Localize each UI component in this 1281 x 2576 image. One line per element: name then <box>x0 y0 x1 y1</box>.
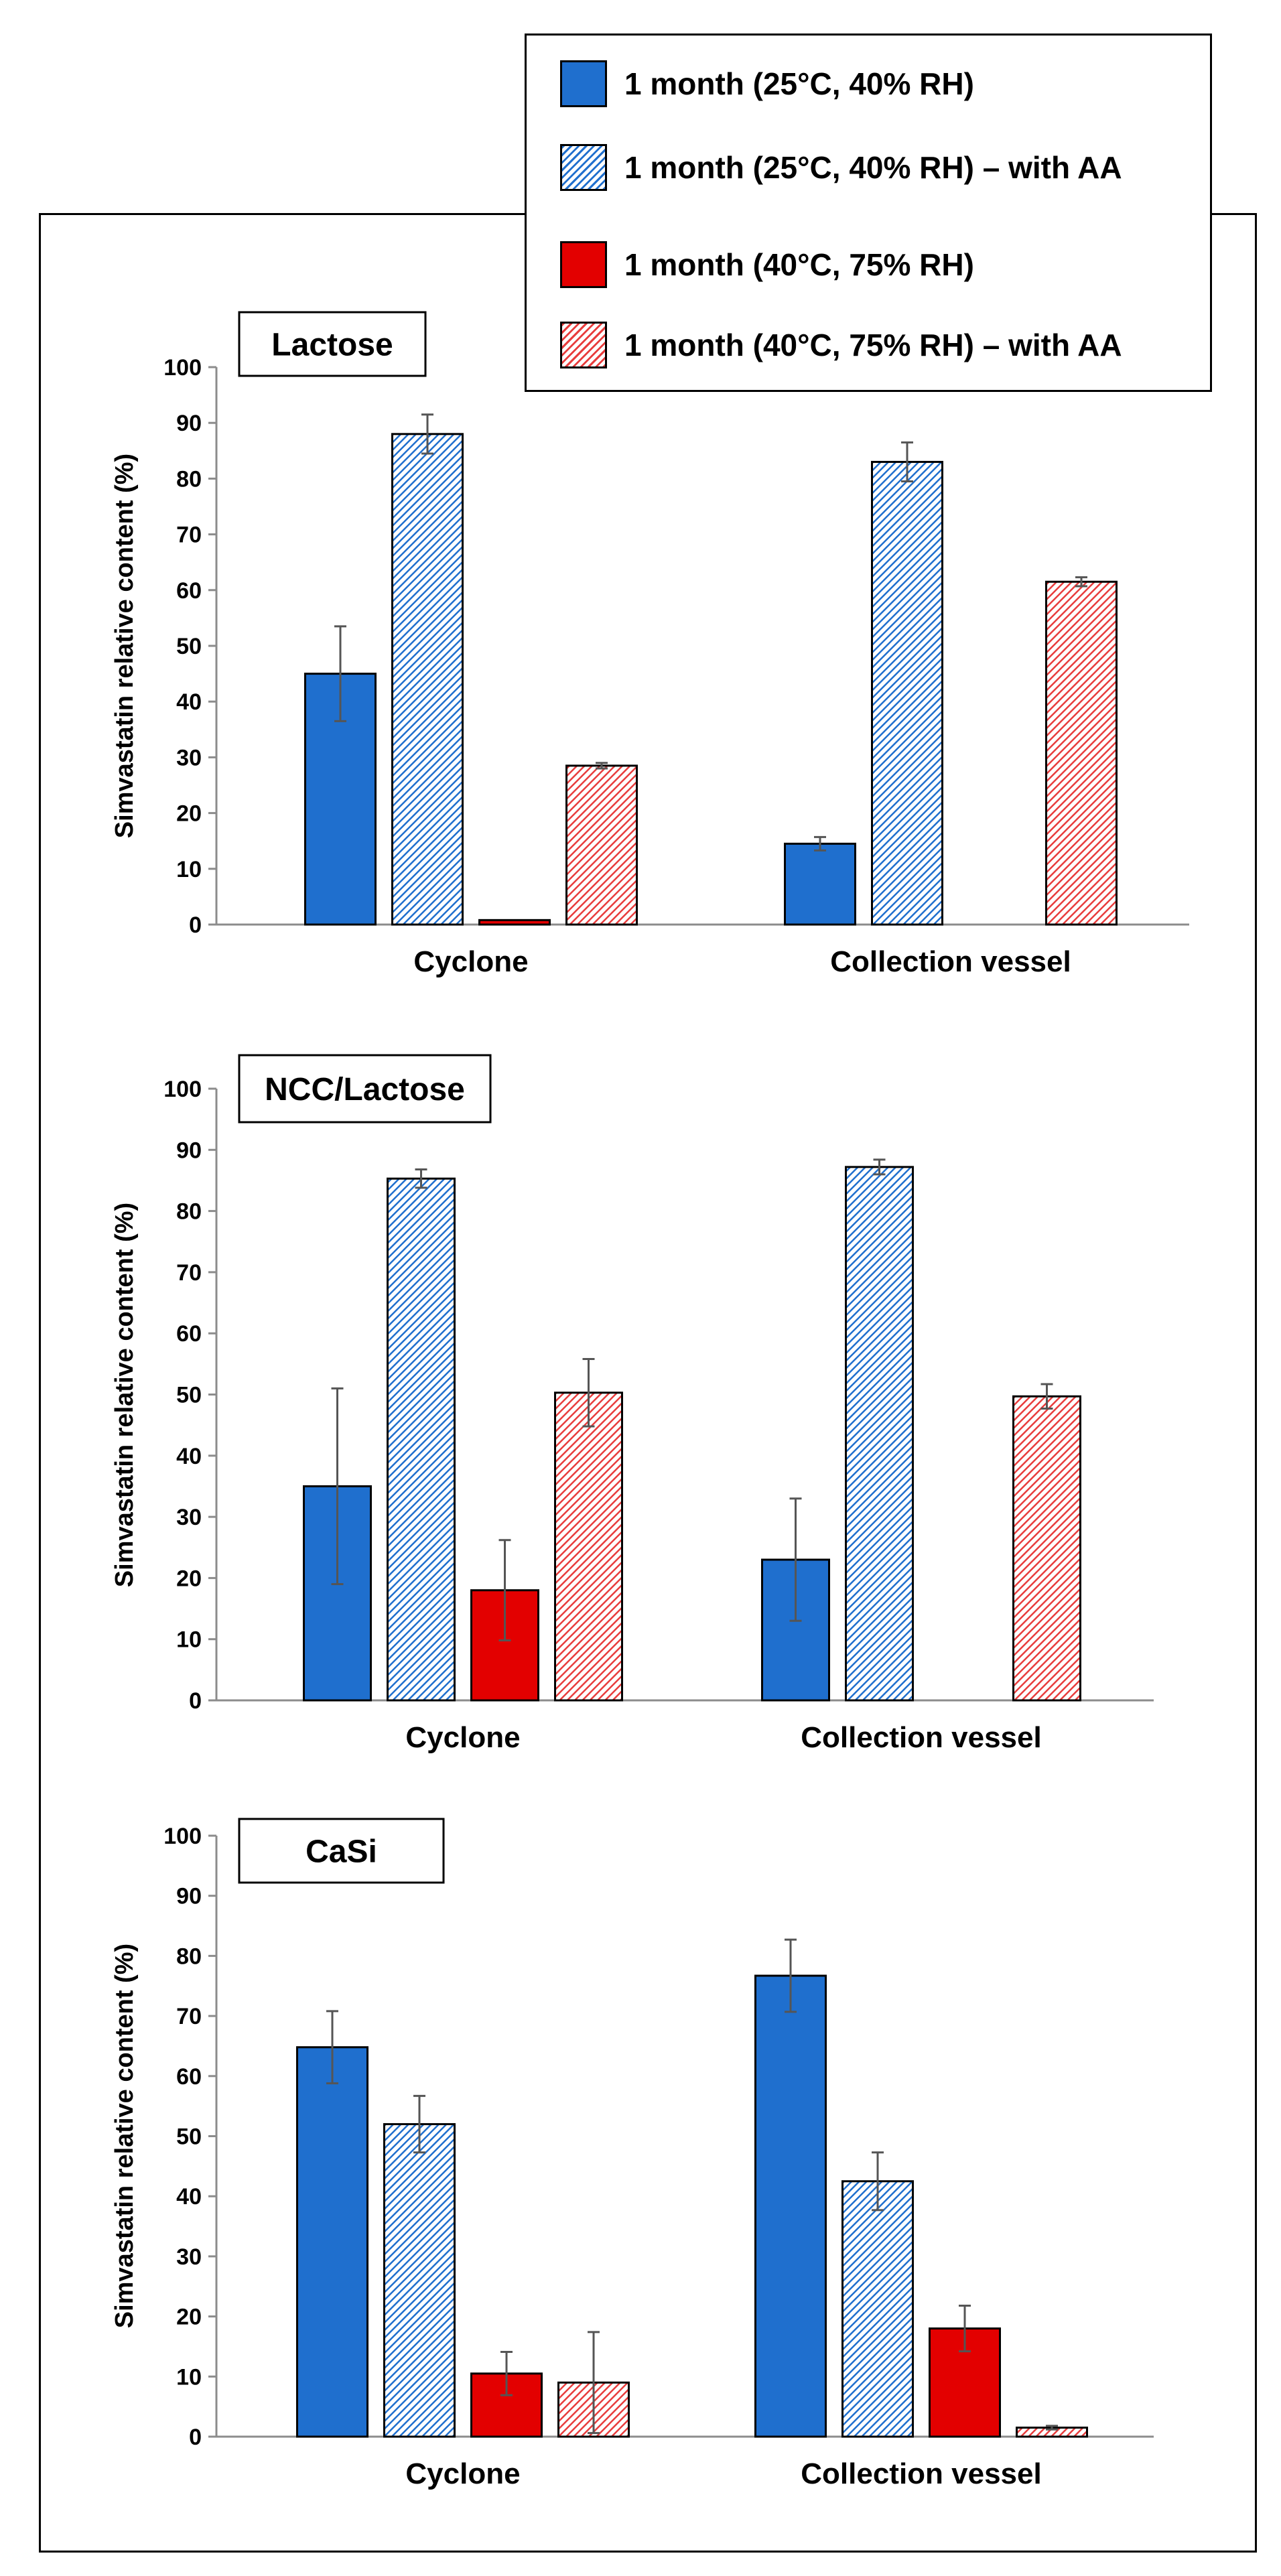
y-tick-label: 50 <box>176 2124 202 2150</box>
bar <box>554 1392 623 1702</box>
y-tick-label: 10 <box>176 2364 202 2390</box>
x-category-label: Collection vessel <box>801 2457 1041 2490</box>
y-tick-label: 20 <box>176 801 202 827</box>
x-category-label: Collection vessel <box>801 1721 1041 1754</box>
y-tick-label: 10 <box>176 1627 202 1653</box>
y-tick-label: 60 <box>176 578 202 604</box>
legend-item-25c-40rh-aa: 1 month (25°C, 40% RH) – with AA <box>560 143 1122 192</box>
bar <box>478 919 551 926</box>
legend-label: 1 month (25°C, 40% RH) <box>624 66 974 101</box>
y-tick-label: 70 <box>176 523 202 548</box>
panel-title: NCC/Lactose <box>265 1072 465 1107</box>
y-tick-label: 40 <box>176 689 202 715</box>
legend-swatch-blue-hatched <box>560 144 607 191</box>
y-tick-label: 10 <box>176 857 202 882</box>
y-tick-label: 30 <box>176 745 202 770</box>
bar <box>871 460 943 926</box>
x-category-label: Collection vessel <box>830 945 1071 978</box>
bar <box>841 2180 914 2438</box>
y-tick-label: 80 <box>176 466 202 492</box>
bar <box>391 433 464 926</box>
y-tick-label: 0 <box>189 912 202 938</box>
y-tick-label: 0 <box>189 2425 202 2450</box>
y-tick-label: 100 <box>163 1824 202 1849</box>
bar <box>754 1974 827 2438</box>
legend-item-40c-75rh: 1 month (40°C, 75% RH) <box>560 240 974 289</box>
y-tick-label: 90 <box>176 411 202 436</box>
y-tick-label: 90 <box>176 1884 202 1909</box>
legend-label: 1 month (25°C, 40% RH) – with AA <box>624 150 1122 185</box>
y-tick-label: 20 <box>176 1566 202 1591</box>
y-tick-label: 50 <box>176 1383 202 1408</box>
y-tick-label: 30 <box>176 1505 202 1530</box>
y-tick-label: 0 <box>189 1688 202 1714</box>
legend-item-25c-40rh: 1 month (25°C, 40% RH) <box>560 59 974 109</box>
panel-title-box <box>238 1054 492 1124</box>
y-tick-label: 100 <box>163 355 202 381</box>
x-category-label: Cyclone <box>405 1721 520 1754</box>
panel-title-box <box>238 1818 445 1884</box>
y-tick-label: 60 <box>176 1321 202 1347</box>
x-category-label: Cyclone <box>405 2457 520 2490</box>
y-tick-label: 70 <box>176 2004 202 2029</box>
legend-label: 1 month (40°C, 75% RH) – with AA <box>624 328 1122 362</box>
legend-label: 1 month (40°C, 75% RH) <box>624 247 974 282</box>
bar <box>296 2046 368 2438</box>
bar <box>383 2123 456 2438</box>
y-tick-label: 20 <box>176 2305 202 2330</box>
y-tick-label: 80 <box>176 1199 202 1225</box>
y-tick-label: 70 <box>176 1260 202 1286</box>
legend-swatch-red-solid <box>560 241 607 288</box>
chart-3: 0 10 20 30 40 50 60 70 80 90 100 Simvastatin relati… <box>111 1818 1154 2490</box>
y-tick-label: 30 <box>176 2244 202 2270</box>
panel-title-box <box>238 311 427 377</box>
y-tick-label: 90 <box>176 1138 202 1163</box>
y-tick-label: 60 <box>176 2064 202 2090</box>
y-tick-label: 50 <box>176 634 202 659</box>
y-axis-title: Simvastatin relative content (%) <box>111 454 139 838</box>
panel-title: Lactose <box>271 328 393 363</box>
legend-item-40c-75rh-aa: 1 month (40°C, 75% RH) – with AA <box>560 320 1122 370</box>
x-category-label: Cyclone <box>413 945 528 978</box>
bar <box>1012 1395 1081 1702</box>
bar <box>387 1177 456 1702</box>
y-tick-label: 80 <box>176 1944 202 1969</box>
legend-swatch-red-hatched <box>560 322 607 368</box>
y-tick-label: 40 <box>176 2184 202 2210</box>
bar <box>845 1166 914 1702</box>
bar <box>565 764 638 926</box>
legend-swatch-blue-solid <box>560 60 607 107</box>
y-tick-label: 40 <box>176 1444 202 1469</box>
y-axis-title: Simvastatin relative content (%) <box>111 1203 139 1587</box>
chart-legend: 1 month (25°C, 40% RH) 1 month (25°C, 40… <box>525 33 1212 392</box>
bar <box>784 842 856 926</box>
chart-1: 0 10 20 30 40 50 60 70 80 90 100 Simvastatin relati… <box>111 311 1189 978</box>
panel-title: CaSi <box>306 1834 377 1870</box>
chart-2: 0 10 20 30 40 50 60 70 80 90 100 Simvastatin relati… <box>111 1054 1154 1754</box>
y-tick-label: 100 <box>163 1077 202 1102</box>
y-axis-title: Simvastatin relative content (%) <box>111 1944 139 2328</box>
bar <box>1045 580 1118 926</box>
